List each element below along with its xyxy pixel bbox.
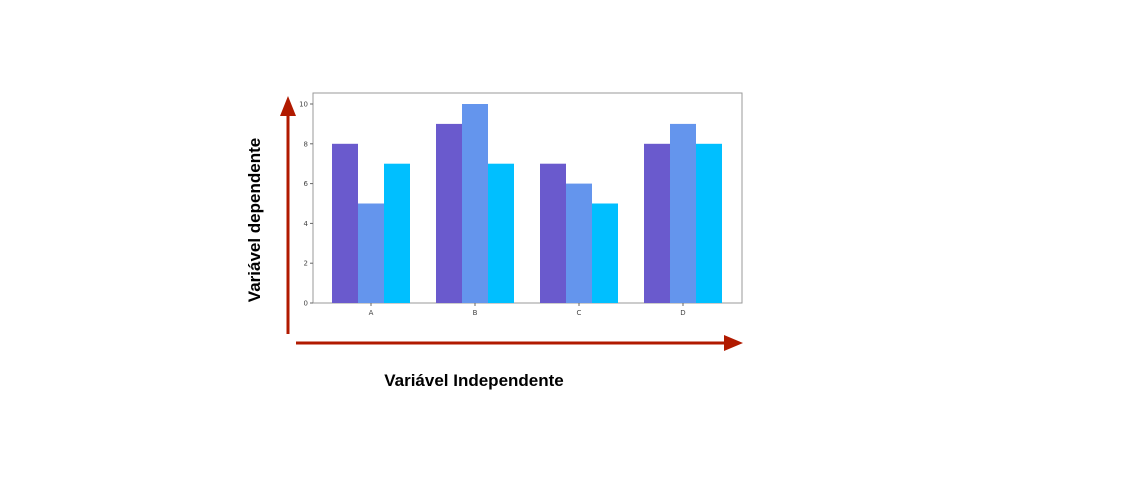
y-tick-label: 6 — [304, 180, 309, 188]
bar-c-s2 — [566, 183, 592, 303]
plot-area — [312, 92, 743, 304]
bar-b-s2 — [462, 104, 488, 303]
bar-b-s3 — [488, 163, 514, 303]
x-tick-label: A — [369, 309, 374, 317]
y-tick-label: 0 — [304, 300, 308, 308]
x-tick-label: B — [473, 309, 478, 317]
x-axis-title: Variável Independente — [384, 371, 564, 390]
x-arrow-head — [724, 335, 743, 351]
bars — [332, 104, 722, 304]
y-axis-ticks: 0 2 4 6 8 10 — [299, 101, 313, 308]
bar-a-s2 — [358, 203, 384, 303]
y-tick-label: 10 — [299, 101, 308, 109]
bar-d-s1 — [644, 143, 670, 303]
bar-a-s1 — [332, 143, 358, 303]
y-tick-label: 8 — [304, 140, 308, 148]
bar-d-s3 — [696, 143, 722, 303]
axis-arrows — [280, 96, 743, 351]
y-tick-label: 2 — [304, 260, 308, 268]
bar-c-s1 — [540, 163, 566, 303]
bar-a-s3 — [384, 163, 410, 303]
x-axis-ticks: A B C D — [369, 303, 686, 317]
bar-d-s2 — [670, 123, 696, 304]
y-arrow-head — [280, 96, 296, 116]
y-tick-label: 4 — [304, 220, 309, 228]
bar-b-s1 — [436, 123, 462, 304]
plot-frame — [312, 92, 743, 304]
x-tick-label: D — [680, 309, 685, 317]
bar-c-s3 — [592, 203, 618, 303]
y-axis-title: Variável dependente — [245, 138, 264, 302]
x-tick-label: C — [577, 309, 582, 317]
